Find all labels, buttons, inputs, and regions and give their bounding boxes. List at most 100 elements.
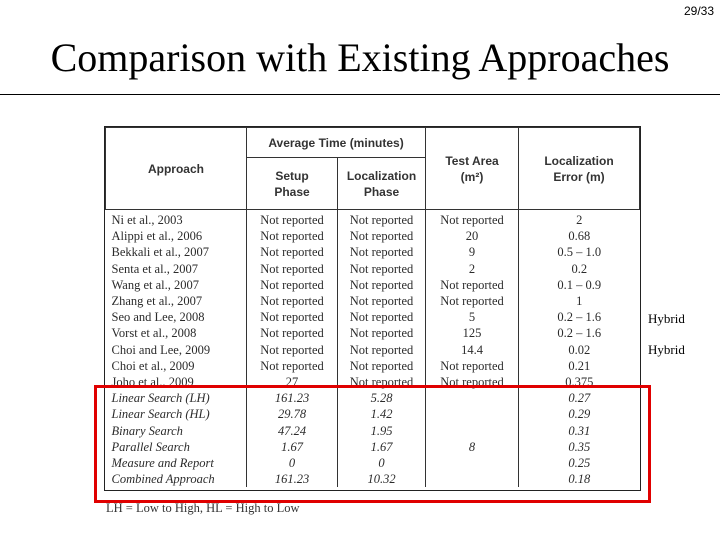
row-approach: Ni et al., 2003 xyxy=(105,209,247,229)
row-approach: Zhang et al., 2007 xyxy=(105,292,247,310)
table-row: Linear Search (HL) 29.78 1.42 0.29 xyxy=(105,406,640,423)
row-approach: Wang et al., 2007 xyxy=(105,276,247,293)
row-localization-time: 10.32 xyxy=(337,471,426,488)
table-row: Combined Approach 161.23 10.32 0.18 xyxy=(105,471,640,488)
table-row: Wang et al., 2007 Not reported Not reporte… xyxy=(105,276,640,293)
row-setup-time: 1.67 xyxy=(246,438,338,455)
table-row: Seo and Lee, 2008 Not reported Not reporte… xyxy=(105,309,640,326)
row-localization-time: 1.67 xyxy=(337,438,426,455)
row-approach: Binary Search xyxy=(105,422,247,439)
comparison-table-image: Approach Average Time (minutes) Test Are… xyxy=(104,126,641,491)
header-localization-phase: Localization Phase xyxy=(337,157,426,210)
row-test-area: 125 xyxy=(425,325,519,342)
row-setup-time: 29.78 xyxy=(246,406,338,423)
row-localization-error: 0.21 xyxy=(568,358,591,373)
row-approach: Linear Search (HL) xyxy=(105,406,247,423)
row-test-area: Not reported xyxy=(425,276,519,293)
row-localization-error: 0.25 xyxy=(568,455,591,470)
row-test-area: 8 xyxy=(425,438,519,455)
row-approach: Parallel Search xyxy=(105,438,247,455)
row-setup-time: Not reported xyxy=(246,325,338,342)
row-setup-time: 0 xyxy=(246,454,338,471)
table-row: Bekkali et al., 2007 Not reported Not repo… xyxy=(105,244,640,261)
row-setup-time: 161.23 xyxy=(246,471,338,488)
row-localization-error: 0.2 – 1.6 xyxy=(557,310,602,325)
slide-title: Comparison with Existing Approaches xyxy=(50,35,670,80)
hybrid-note-2: Hybrid xyxy=(648,342,685,357)
row-test-area: Not reported xyxy=(425,209,519,229)
table-row: Measure and Report 0 0 0.25 xyxy=(105,454,640,471)
row-localization-time: Not reported xyxy=(337,292,426,310)
row-localization-error: 0.2 xyxy=(571,261,588,276)
row-test-area: 2 xyxy=(425,260,519,277)
row-setup-time: Not reported xyxy=(246,292,338,310)
row-test-area: 5 xyxy=(425,309,519,326)
row-approach: Senta et al., 2007 xyxy=(105,260,247,277)
comparison-table: Approach Average Time (minutes) Test Are… xyxy=(105,127,640,488)
header-setup-phase: Setup Phase xyxy=(246,157,338,210)
row-test-area xyxy=(425,454,519,471)
row-localization-error: 0.1 – 0.9 xyxy=(557,277,602,292)
row-approach: Vorst et al., 2008 xyxy=(105,325,247,342)
row-setup-time: 161.23 xyxy=(246,390,338,407)
row-test-area: Not reported xyxy=(425,292,519,310)
row-localization-error: 0.27 xyxy=(568,391,591,406)
row-localization-time: Not reported xyxy=(337,325,426,342)
header-test-area: Test Area (m²) xyxy=(425,127,519,210)
row-localization-time: Not reported xyxy=(337,244,426,261)
row-approach: Linear Search (LH) xyxy=(105,390,247,407)
row-test-area: 14.4 xyxy=(425,341,519,358)
row-localization-time: Not reported xyxy=(337,309,426,326)
row-localization-error: 1 xyxy=(576,294,583,309)
row-test-area xyxy=(425,406,519,423)
row-localization-time: Not reported xyxy=(337,260,426,277)
row-test-area xyxy=(425,390,519,407)
row-localization-time: 1.95 xyxy=(337,422,426,439)
row-localization-error: 0.35 xyxy=(568,439,591,454)
row-setup-time: Not reported xyxy=(246,341,338,358)
row-test-area: 9 xyxy=(425,244,519,261)
table-body: Ni et al., 2003 Not reported Not reported N… xyxy=(105,209,640,488)
header-approach: Approach xyxy=(105,127,247,210)
row-approach: Seo and Lee, 2008 xyxy=(105,309,247,326)
row-localization-error: 2 xyxy=(576,213,583,228)
row-setup-time: Not reported xyxy=(246,309,338,326)
table-row: Senta et al., 2007 Not reported Not report… xyxy=(105,260,640,277)
row-setup-time: Not reported xyxy=(246,228,338,245)
row-test-area: Not reported xyxy=(425,357,519,374)
row-localization-time: Not reported xyxy=(337,276,426,293)
table-row: Vorst et al., 2008 Not reported Not report… xyxy=(105,325,640,342)
row-localization-error: 0.68 xyxy=(568,229,591,244)
table-footnote: LH = Low to High, HL = High to Low xyxy=(106,501,300,515)
row-localization-error: 0.2 – 1.6 xyxy=(557,326,602,341)
row-localization-error: 0.18 xyxy=(568,472,591,487)
table-row: Choi and Lee, 2009 Not reported Not report… xyxy=(105,341,640,358)
row-setup-time: 47.24 xyxy=(246,422,338,439)
highlight-box xyxy=(94,385,651,503)
row-setup-time: Not reported xyxy=(246,244,338,261)
row-localization-time: Not reported xyxy=(337,341,426,358)
row-setup-time: Not reported xyxy=(246,209,338,229)
row-approach: Measure and Report xyxy=(105,454,247,471)
row-localization-error: 0.02 xyxy=(568,342,591,357)
header-localization-error: Localization Error (m) xyxy=(518,127,640,210)
row-localization-time: Not reported xyxy=(337,228,426,245)
hybrid-note-1: Hybrid xyxy=(648,311,685,326)
row-approach: Bekkali et al., 2007 xyxy=(105,244,247,261)
table-row: Zhang et al., 2007 Not reported Not report… xyxy=(105,292,640,310)
table-row: Ni et al., 2003 Not reported Not reported N… xyxy=(105,209,640,229)
row-approach: Choi et al., 2009 xyxy=(105,357,247,374)
row-localization-time: Not reported xyxy=(337,209,426,229)
row-localization-time: 0 xyxy=(337,454,426,471)
table-row: Alippi et al., 2006 Not reported Not repor… xyxy=(105,228,640,245)
row-setup-time: Not reported xyxy=(246,276,338,293)
row-localization-error: 0.29 xyxy=(568,407,591,422)
row-test-area xyxy=(425,422,519,439)
row-setup-time: Not reported xyxy=(246,357,338,374)
table-row: Binary Search 47.24 1.95 0.31 xyxy=(105,422,640,439)
row-approach: Alippi et al., 2006 xyxy=(105,228,247,245)
table-row: Choi et al., 2009 Not reported Not reporte… xyxy=(105,357,640,374)
row-test-area xyxy=(425,471,519,488)
title-divider xyxy=(0,94,720,95)
row-test-area: 20 xyxy=(425,228,519,245)
